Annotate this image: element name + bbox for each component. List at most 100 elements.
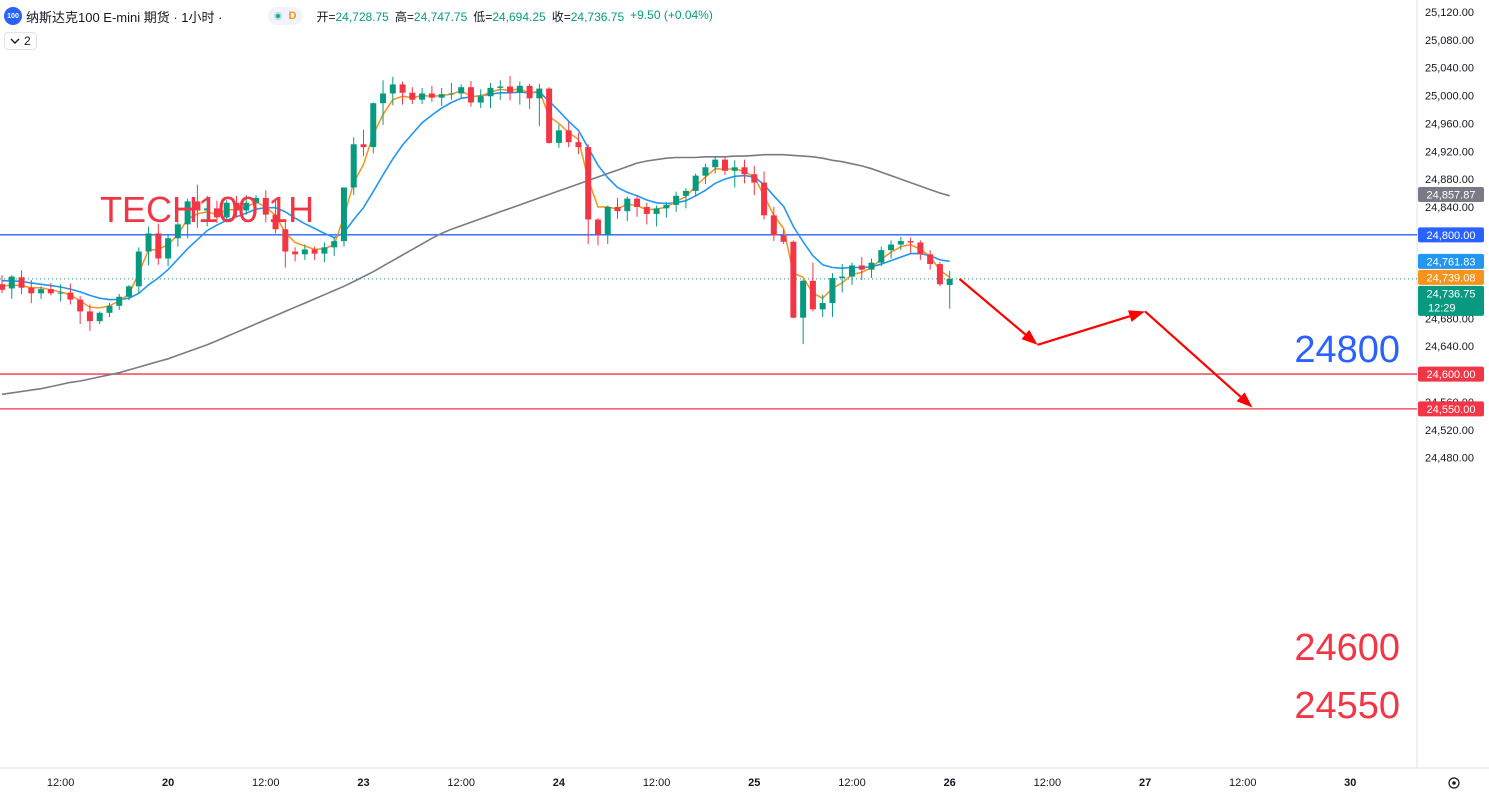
candle-body [477, 96, 484, 103]
candle-body [897, 241, 904, 245]
candle-body [321, 247, 328, 254]
x-tick-label: 12:00 [252, 777, 280, 789]
candle-body [77, 299, 84, 312]
candle-body [409, 92, 416, 100]
candle [389, 76, 396, 106]
candle-body [819, 303, 826, 310]
candle [126, 284, 133, 301]
close-value: 24,736.75 [570, 9, 625, 24]
candle [536, 83, 543, 127]
symbol-title[interactable]: 纳斯达克100 E-mini 期货 · 1小时 · [26, 9, 223, 25]
candle-body [438, 94, 445, 98]
arrow-shaft [958, 278, 1027, 336]
candle-body [126, 286, 133, 297]
candle-body [604, 206, 611, 235]
candle [458, 84, 465, 98]
x-tick-label: 26 [944, 777, 956, 789]
symbol-logo-text: 100 [7, 12, 19, 20]
candle [614, 197, 621, 219]
candle [96, 311, 103, 324]
candle-body [829, 277, 836, 304]
candle [360, 129, 367, 157]
candle-body [272, 214, 279, 230]
candle [321, 242, 328, 262]
candle [888, 240, 895, 259]
candle [262, 190, 269, 223]
candle [155, 223, 162, 265]
candle-body [311, 249, 318, 254]
candle-body [682, 190, 689, 196]
projection-arrow [958, 278, 1038, 345]
candle-body [624, 198, 631, 212]
indicators-toggle[interactable]: 2 [4, 32, 37, 50]
arrow-head [1236, 392, 1253, 408]
x-tick-label: 24 [553, 777, 566, 789]
projection-arrow [1144, 310, 1253, 408]
candle-body [546, 88, 553, 143]
candle [712, 156, 719, 174]
candle [634, 195, 641, 217]
candle-body [380, 93, 387, 104]
candle [565, 122, 572, 148]
candle [741, 159, 748, 184]
candle-body [106, 305, 113, 313]
price-tag-label: 24,739.08 [1427, 272, 1476, 284]
candle-body [594, 219, 601, 235]
candle-body [419, 93, 426, 100]
y-tick-label: 25,120.00 [1425, 7, 1474, 19]
candle [272, 200, 279, 234]
candle [282, 219, 289, 268]
close-label: 收 [551, 9, 564, 24]
market-status-pill[interactable]: D [268, 7, 303, 25]
x-tick-label: 23 [357, 777, 369, 789]
candle-body [770, 215, 777, 236]
candle [165, 235, 172, 267]
candle [135, 247, 142, 294]
candle-body [243, 202, 250, 211]
candle [487, 83, 494, 109]
candle-body [18, 277, 25, 288]
candle-body [399, 84, 406, 93]
bar-countdown: 12:29 [1428, 302, 1456, 314]
candle-body [165, 238, 172, 259]
candle-body [888, 244, 895, 251]
x-tick-label: 12:00 [643, 777, 671, 789]
y-tick-label: 25,040.00 [1425, 63, 1474, 75]
candle-body [467, 87, 474, 103]
price-tag-label: 24,600.00 [1427, 369, 1476, 381]
candle [555, 124, 562, 148]
candle [67, 283, 74, 305]
candle [721, 156, 728, 175]
low-value: 24,694.25 [492, 9, 546, 24]
x-tick-label: 27 [1139, 777, 1151, 789]
candle [331, 236, 338, 256]
price-tag-label: 24,761.83 [1427, 256, 1476, 268]
timeframe-badge: D [288, 10, 297, 22]
candle [848, 262, 855, 285]
open-value: 24,728.75 [335, 9, 389, 24]
chart-title-annotation: TECH100 1H [100, 189, 314, 230]
chart-settings-icon[interactable] [1448, 777, 1460, 789]
candle [546, 87, 553, 144]
candle-body [389, 84, 396, 94]
candle [47, 282, 54, 296]
indicators-count: 2 [24, 34, 31, 48]
price-tag: 24,761.83 [1418, 253, 1484, 269]
candle-body [57, 292, 64, 294]
candle-body [839, 276, 846, 278]
candle-body [585, 147, 592, 220]
candle [340, 187, 347, 247]
candle-body [184, 201, 191, 225]
candle [419, 87, 426, 104]
x-tick-label: 12:00 [47, 777, 75, 789]
candle [673, 191, 680, 212]
candle [448, 83, 455, 100]
candle [526, 83, 533, 109]
candle-body [497, 86, 504, 88]
candle [692, 173, 699, 197]
candle [917, 240, 924, 260]
candle [819, 294, 826, 317]
candle-body [526, 85, 533, 99]
